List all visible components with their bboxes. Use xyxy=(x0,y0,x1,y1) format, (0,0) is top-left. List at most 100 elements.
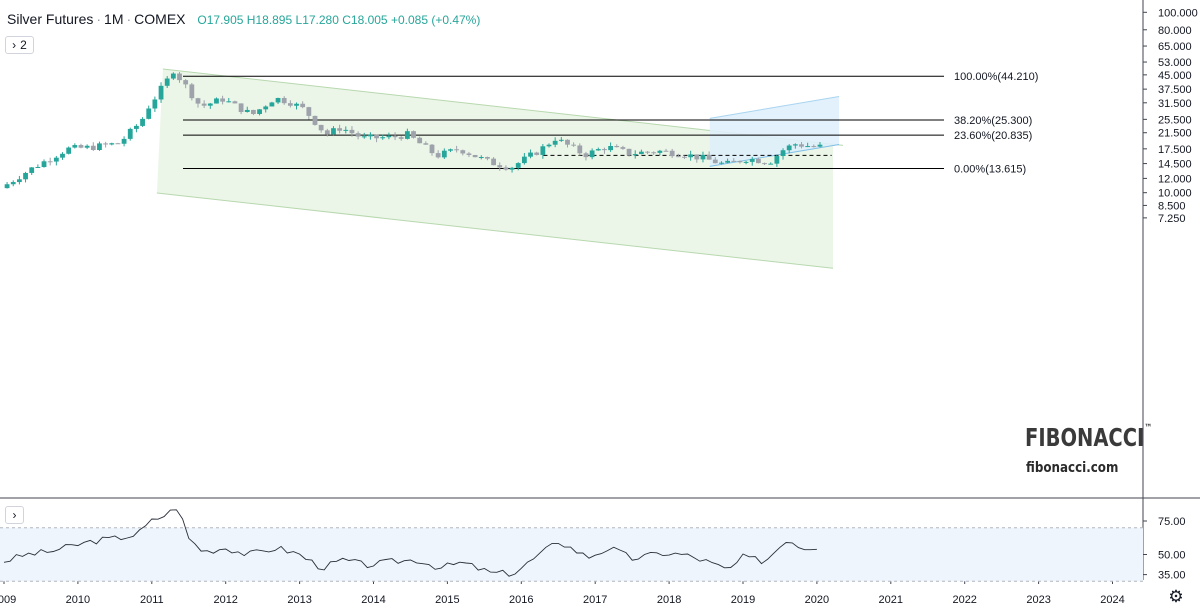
candle-body xyxy=(694,154,700,160)
candle-body xyxy=(811,146,817,148)
time-tick-label: 2015 xyxy=(435,594,459,606)
candle-body xyxy=(251,109,256,114)
candle-body xyxy=(743,161,749,163)
candle-body xyxy=(774,156,780,164)
descending-channel-lower xyxy=(156,192,834,269)
price-tick-label: 31.500 xyxy=(1158,98,1192,110)
candle-body xyxy=(423,143,429,145)
candle-body xyxy=(257,109,262,114)
time-tick-label: 2010 xyxy=(66,594,90,606)
candle-body xyxy=(491,158,496,166)
candle-body xyxy=(669,150,675,157)
candle-body xyxy=(485,157,490,159)
price-tick-label: 21.500 xyxy=(1158,128,1192,140)
candle-body xyxy=(300,103,306,108)
candle-body xyxy=(608,146,613,151)
candle-body xyxy=(805,146,811,148)
candle-body xyxy=(134,125,139,129)
time-tick-label: 2018 xyxy=(657,594,681,606)
fib-level-label: 23.60%(20.835) xyxy=(954,130,1032,142)
open-value: 17.905 xyxy=(206,13,244,27)
candle-body xyxy=(546,144,552,147)
candle-body xyxy=(380,137,386,139)
candle-body xyxy=(127,128,133,139)
candle-body xyxy=(521,156,527,164)
time-tick-label: 2017 xyxy=(583,594,607,606)
candle-body xyxy=(515,163,521,168)
candle-body xyxy=(700,154,706,160)
candle-body xyxy=(152,99,158,109)
candle-body xyxy=(663,150,669,152)
candles-group xyxy=(4,72,823,189)
fib-level-label: 38.20%(25.300) xyxy=(954,115,1032,127)
candle-body xyxy=(509,167,515,170)
candle-body xyxy=(799,144,804,147)
candle-body xyxy=(731,160,737,162)
candle-body xyxy=(719,162,724,164)
candle-body xyxy=(472,154,478,158)
time-tick-label: 2009 xyxy=(0,594,16,606)
candle-body xyxy=(657,150,663,153)
fib-level-label: 0.00%(13.615) xyxy=(954,164,1026,176)
candle-body xyxy=(497,165,503,168)
price-tick-label: 37.500 xyxy=(1158,84,1192,96)
candle-body xyxy=(214,98,219,104)
rsi-tick-label: 75.00 xyxy=(1158,516,1186,528)
candle-body xyxy=(72,145,78,148)
candle-body xyxy=(331,128,336,135)
candle-body xyxy=(429,144,435,154)
candle-body xyxy=(737,160,743,163)
chart-header: Silver Futures · 1M · COMEX O17.905 H18.895 … xyxy=(7,11,481,27)
chevron-right-icon: › xyxy=(12,38,17,52)
candle-body xyxy=(392,135,398,138)
price-tick-label: 100.000 xyxy=(1158,7,1198,19)
candle-body xyxy=(164,78,170,86)
candle-body xyxy=(41,161,47,167)
candle-body xyxy=(90,145,96,150)
interval[interactable]: 1M xyxy=(104,11,124,27)
candle-body xyxy=(749,158,755,162)
rsi-line xyxy=(3,509,817,577)
candle-body xyxy=(60,153,65,158)
ohlc-values: O17.905 H18.895 L17.280 C18.005 +0.085 (… xyxy=(197,13,481,27)
candle-body xyxy=(780,150,786,157)
price-tick-label: 10.000 xyxy=(1158,188,1192,200)
candle-body xyxy=(232,101,238,104)
time-tick-label: 2014 xyxy=(361,594,385,606)
candle-body xyxy=(398,137,404,139)
candle-body xyxy=(84,145,90,148)
candle-body xyxy=(318,124,324,131)
pane-expand-button[interactable]: › xyxy=(5,506,24,524)
candle-body xyxy=(448,149,453,151)
candle-body xyxy=(817,144,823,147)
time-tick-label: 2016 xyxy=(509,594,533,606)
rsi-tick-label: 35.00 xyxy=(1158,570,1186,582)
fibonacci-url: fibonacci.com xyxy=(1026,460,1119,476)
ascending-channel-upper xyxy=(709,95,840,119)
ascending-channel-fill xyxy=(709,96,840,167)
candle-body xyxy=(170,73,176,79)
symbol-name[interactable]: Silver Futures xyxy=(7,11,94,27)
candle-body xyxy=(109,143,115,145)
candle-body xyxy=(540,146,546,155)
candle-body xyxy=(220,98,226,102)
candle-body xyxy=(361,136,367,138)
candle-body xyxy=(706,154,712,160)
candle-body xyxy=(121,138,127,144)
candle-body xyxy=(786,145,792,151)
ascending-channel-lower xyxy=(709,143,840,167)
candle-body xyxy=(368,134,373,137)
candle-body xyxy=(632,154,638,156)
indicators-toggle-button[interactable]: › 2 xyxy=(5,36,34,54)
candle-body xyxy=(140,118,145,126)
time-tick-label: 2012 xyxy=(213,594,237,606)
candle-body xyxy=(411,131,416,138)
gear-icon[interactable]: ⚙ xyxy=(1168,587,1184,606)
candle-body xyxy=(386,135,392,138)
time-tick-label: 2022 xyxy=(952,594,976,606)
candle-body xyxy=(620,147,626,149)
candle-body xyxy=(595,149,601,151)
candle-body xyxy=(404,131,410,139)
fib-level-label: 100.00%(44.210) xyxy=(954,71,1038,83)
